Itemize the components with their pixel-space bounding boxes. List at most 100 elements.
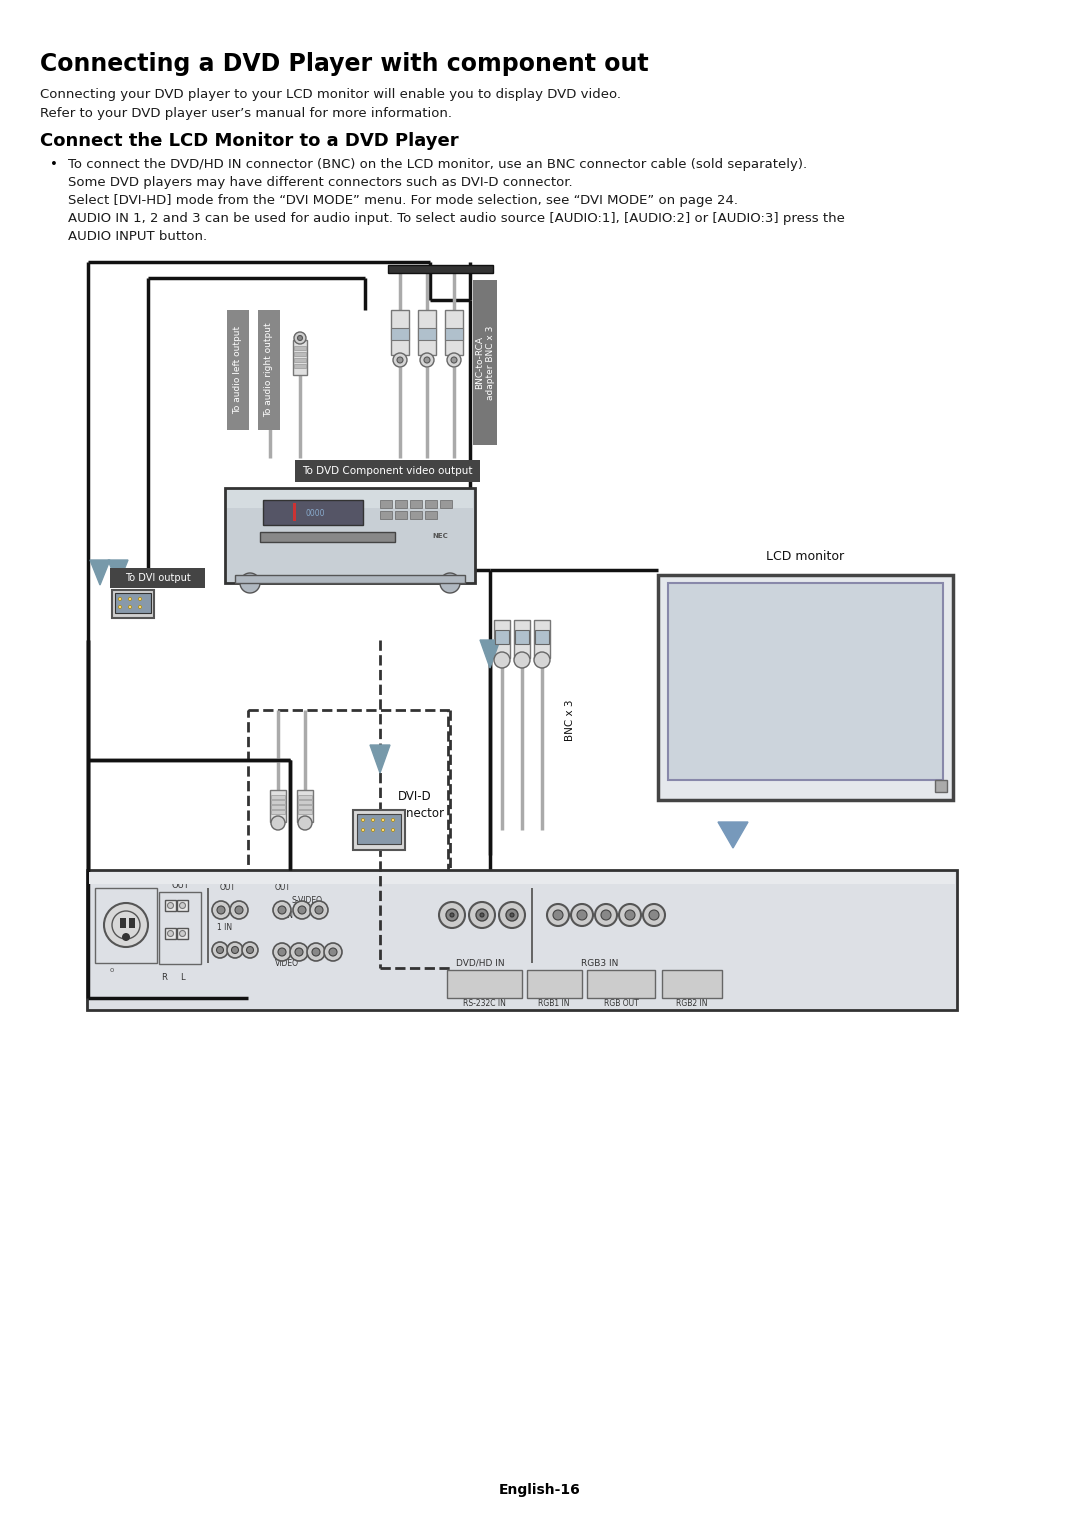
Circle shape <box>446 909 458 921</box>
Bar <box>270 790 286 822</box>
Circle shape <box>534 652 550 668</box>
Bar <box>264 351 276 356</box>
Text: S-VIDEO: S-VIDEO <box>292 895 323 905</box>
Text: AUDIO IN 1, 2 and 3 can be used for audio input. To select audio source [AUDIO:1: AUDIO IN 1, 2 and 3 can be used for audi… <box>68 212 845 225</box>
Circle shape <box>307 943 325 961</box>
Text: 1 IN: 1 IN <box>217 923 232 932</box>
Circle shape <box>499 902 525 927</box>
Text: LCD monitor: LCD monitor <box>767 550 845 564</box>
Bar <box>293 341 307 374</box>
Bar <box>391 310 409 354</box>
Circle shape <box>295 947 303 957</box>
Text: Speaker: Speaker <box>163 872 198 882</box>
Bar <box>165 900 176 911</box>
Bar <box>264 345 276 350</box>
Text: RGB OUT: RGB OUT <box>604 999 638 1008</box>
Bar <box>418 329 436 341</box>
Text: IN   IN: IN IN <box>285 911 309 920</box>
Polygon shape <box>90 559 110 585</box>
Text: OUT: OUT <box>220 883 237 892</box>
Bar <box>112 590 154 617</box>
Text: Connect the LCD Monitor to a DVD Player: Connect the LCD Monitor to a DVD Player <box>40 131 459 150</box>
Bar <box>298 795 312 799</box>
Bar <box>295 460 480 481</box>
Bar <box>271 810 285 814</box>
Text: AUDIO INPUT button.: AUDIO INPUT button. <box>68 231 207 243</box>
Text: To connect the DVD/HD IN connector (BNC) on the LCD monitor, use an BNC connecto: To connect the DVD/HD IN connector (BNC)… <box>68 157 807 171</box>
Bar <box>388 264 492 274</box>
Bar <box>293 503 296 521</box>
Text: Some DVD players may have different connectors such as DVI-D connector.: Some DVD players may have different conn… <box>68 176 572 189</box>
Bar <box>248 711 448 970</box>
Bar <box>473 280 497 445</box>
Circle shape <box>424 358 430 364</box>
Bar <box>418 310 436 354</box>
Circle shape <box>546 905 569 926</box>
Circle shape <box>310 902 328 918</box>
Bar <box>445 329 463 341</box>
Text: English-16: English-16 <box>499 1484 581 1497</box>
Bar <box>177 900 188 911</box>
Circle shape <box>362 828 365 831</box>
Text: R     G     B     H     V: R G B H V <box>563 872 637 882</box>
Circle shape <box>129 597 132 601</box>
Bar <box>89 872 955 885</box>
Circle shape <box>329 947 337 957</box>
Bar <box>177 927 188 940</box>
Circle shape <box>440 573 460 593</box>
Circle shape <box>212 902 230 918</box>
Circle shape <box>469 902 495 927</box>
Text: OUT: OUT <box>171 882 189 889</box>
Text: R: R <box>161 973 167 983</box>
Bar <box>271 805 285 808</box>
Text: Connecting your DVD player to your LCD monitor will enable you to display DVD vi: Connecting your DVD player to your LCD m… <box>40 89 621 101</box>
Circle shape <box>278 947 286 957</box>
Circle shape <box>381 828 384 831</box>
Bar <box>494 620 510 659</box>
Circle shape <box>235 906 243 914</box>
Circle shape <box>324 943 342 961</box>
Circle shape <box>494 652 510 668</box>
Circle shape <box>649 911 659 920</box>
Circle shape <box>119 597 121 601</box>
Circle shape <box>242 941 258 958</box>
Text: To audio left output: To audio left output <box>233 325 243 414</box>
Circle shape <box>298 816 312 830</box>
Bar <box>298 801 312 804</box>
Circle shape <box>231 946 239 953</box>
Bar <box>120 918 126 927</box>
Text: Connecting a DVD Player with component out: Connecting a DVD Player with component o… <box>40 52 649 76</box>
Circle shape <box>480 914 484 917</box>
Circle shape <box>514 652 530 668</box>
Text: •: • <box>50 157 58 171</box>
Bar <box>294 358 306 362</box>
Bar <box>271 801 285 804</box>
Polygon shape <box>108 559 129 585</box>
Circle shape <box>510 914 514 917</box>
Bar <box>129 918 135 927</box>
Circle shape <box>397 358 403 364</box>
Text: RGB1 IN: RGB1 IN <box>538 999 570 1008</box>
Bar <box>264 341 276 374</box>
Bar <box>410 510 422 520</box>
Text: DVD/HD IN: DVD/HD IN <box>456 960 504 969</box>
Circle shape <box>315 906 323 914</box>
Circle shape <box>391 819 394 822</box>
Circle shape <box>122 934 130 941</box>
Circle shape <box>212 941 228 958</box>
Bar <box>662 970 723 998</box>
Circle shape <box>372 828 375 831</box>
Circle shape <box>278 906 286 914</box>
Text: OUT: OUT <box>275 883 291 892</box>
Circle shape <box>179 931 186 937</box>
Circle shape <box>129 605 132 608</box>
Circle shape <box>293 902 311 918</box>
Circle shape <box>372 819 375 822</box>
Circle shape <box>271 816 285 830</box>
Circle shape <box>138 605 141 608</box>
Bar <box>935 779 947 792</box>
Bar <box>294 364 306 368</box>
Bar <box>264 500 363 526</box>
Text: Y    Cb/Pb  Cr/Pr: Y Cb/Pb Cr/Pr <box>453 872 518 882</box>
Bar <box>110 568 205 588</box>
